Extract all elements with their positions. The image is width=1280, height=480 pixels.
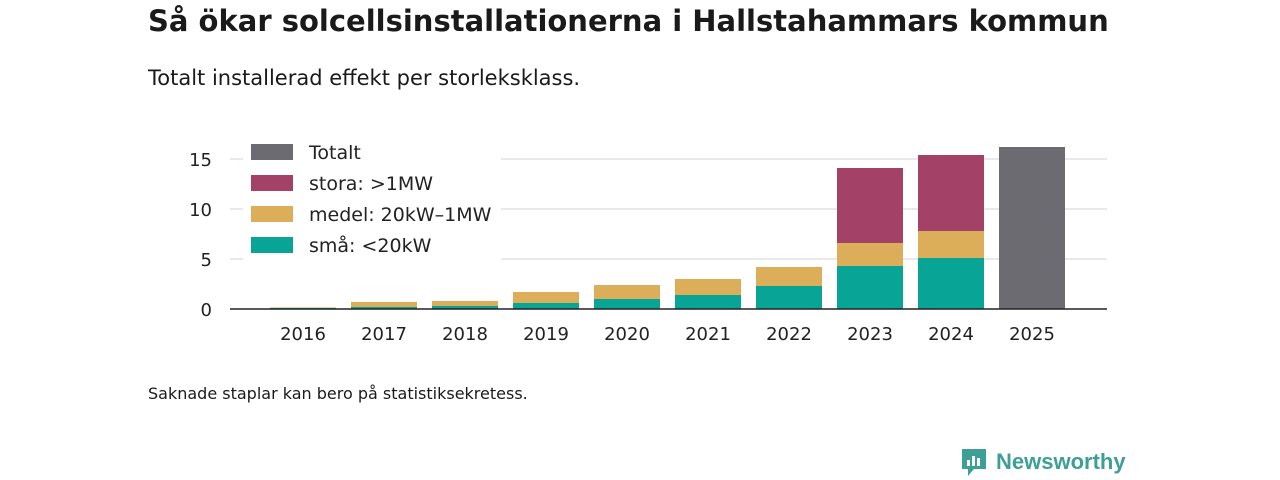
x-tick-label: 2021 bbox=[685, 324, 731, 345]
y-tick-label: 15 bbox=[189, 150, 212, 171]
chart-subtitle: Totalt installerad effekt per storlekskl… bbox=[148, 66, 581, 90]
bar-small-2019 bbox=[513, 303, 579, 309]
legend-label-total: Totalt bbox=[308, 142, 361, 164]
bar-medium-2023 bbox=[837, 243, 903, 266]
y-tick-label: 10 bbox=[189, 200, 212, 221]
footnote: Saknade staplar kan bero på statistiksek… bbox=[148, 384, 528, 403]
x-tick-label: 2020 bbox=[604, 324, 650, 345]
x-tick-label: 2019 bbox=[523, 324, 569, 345]
bar-total-2025 bbox=[999, 147, 1065, 309]
bar-small-2017 bbox=[351, 307, 417, 309]
x-tick-label: 2024 bbox=[928, 324, 974, 345]
bar-large-2024 bbox=[918, 155, 984, 231]
bar-medium-2018 bbox=[432, 301, 498, 306]
bar-small-2023 bbox=[837, 266, 903, 309]
x-axis-ticks: 2016 2017 2018 2019 2020 2021 2022 2023 2024 2025 bbox=[280, 324, 1055, 345]
bar-small-2021 bbox=[675, 295, 741, 309]
brand-name: Newsworthy bbox=[996, 449, 1126, 474]
bar-medium-2019 bbox=[513, 292, 579, 303]
legend-swatch-medium bbox=[251, 206, 293, 222]
x-tick-label: 2016 bbox=[280, 324, 326, 345]
bar-small-2022 bbox=[756, 286, 822, 309]
brand-logo[interactable]: Newsworthy bbox=[960, 446, 1126, 478]
bar-medium-2020 bbox=[594, 285, 660, 299]
bar-large-2023 bbox=[837, 168, 903, 243]
bar-small-2024 bbox=[918, 258, 984, 309]
x-tick-label: 2018 bbox=[442, 324, 488, 345]
y-tick-label: 5 bbox=[201, 250, 212, 271]
legend-label-small: små: <20kW bbox=[309, 234, 432, 257]
x-tick-label: 2022 bbox=[766, 324, 812, 345]
bar-medium-2024 bbox=[918, 231, 984, 258]
y-tick-label: 0 bbox=[201, 300, 212, 321]
chart-title: Så ökar solcellsinstallationerna i Halls… bbox=[148, 4, 1109, 38]
legend-label-medium: medel: 20kW–1MW bbox=[309, 204, 492, 226]
legend-swatch-total bbox=[251, 144, 293, 160]
x-tick-label: 2023 bbox=[847, 324, 893, 345]
x-tick-label: 2017 bbox=[361, 324, 407, 345]
x-tick-label: 2025 bbox=[1009, 324, 1055, 345]
legend-swatch-small bbox=[251, 237, 293, 253]
legend: Totalt stora: >1MW medel: 20kW–1MW små: <20… bbox=[243, 140, 501, 262]
bars bbox=[270, 147, 1065, 309]
bar-medium-2021 bbox=[675, 279, 741, 295]
y-axis-ticks: 0 5 10 15 bbox=[189, 150, 212, 321]
bar-small-2018 bbox=[432, 306, 498, 309]
bar-medium-2017 bbox=[351, 302, 417, 307]
legend-swatch-large bbox=[251, 175, 293, 191]
bar-small-2020 bbox=[594, 299, 660, 309]
legend-label-large: stora: >1MW bbox=[309, 173, 433, 195]
bar-medium-2016 bbox=[270, 307, 336, 308]
newsworthy-logo-icon bbox=[962, 449, 986, 476]
bar-medium-2022 bbox=[756, 267, 822, 286]
